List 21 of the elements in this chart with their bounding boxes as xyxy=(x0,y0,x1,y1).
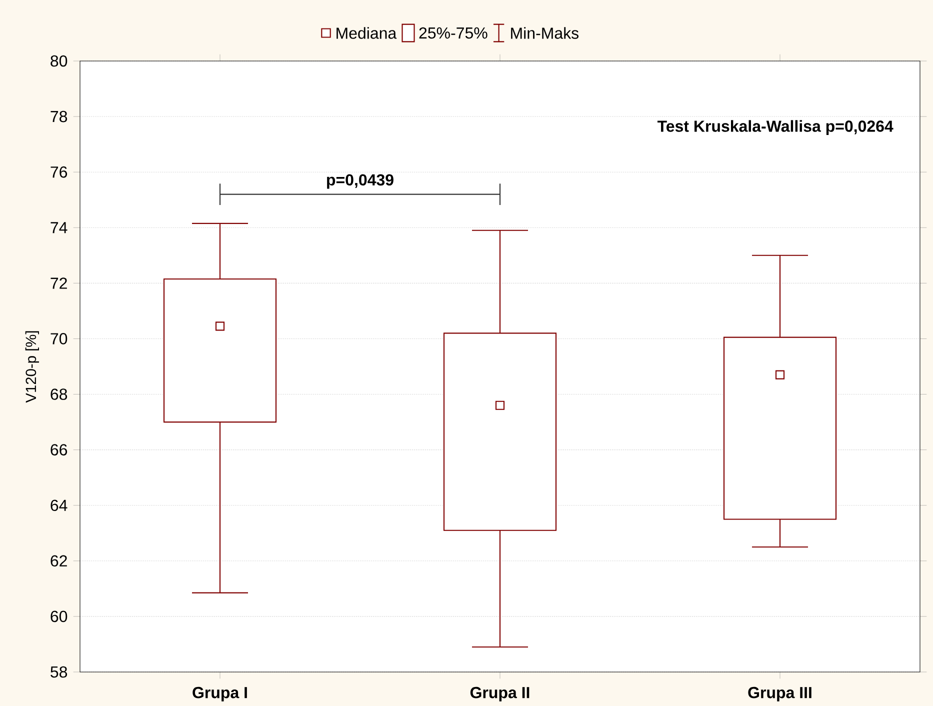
y-tick-label: 76 xyxy=(50,166,68,178)
x-tick-label: Grupa I xyxy=(192,686,247,702)
y-tick-label: 78 xyxy=(50,110,68,122)
annotation: Test Kruskala-Wallisa p=0,0264 xyxy=(657,120,894,136)
y-tick-label: 70 xyxy=(50,333,68,344)
y-axis-title: V120-p [%] xyxy=(25,331,39,403)
y-tick-label: 58 xyxy=(50,666,68,678)
text: Mediana xyxy=(336,27,397,39)
y-tick-label: 64 xyxy=(50,500,68,512)
y-tick-label: 80 xyxy=(50,55,68,67)
x-tick-label: Grupa III xyxy=(748,686,812,702)
y-tick-label: 62 xyxy=(50,555,67,567)
y-tick-label: 68 xyxy=(50,388,68,400)
y-tick-label: 66 xyxy=(50,444,68,456)
x-tick-label: Grupa II xyxy=(470,686,530,702)
y-tick-label: 74 xyxy=(50,222,68,234)
annotation: p=0,0439 xyxy=(327,174,394,189)
y-tick-label: 60 xyxy=(50,610,68,622)
y-tick-label: 72 xyxy=(50,278,67,289)
text: 25%-75% xyxy=(419,27,488,39)
text: Min-Maks xyxy=(511,27,579,39)
